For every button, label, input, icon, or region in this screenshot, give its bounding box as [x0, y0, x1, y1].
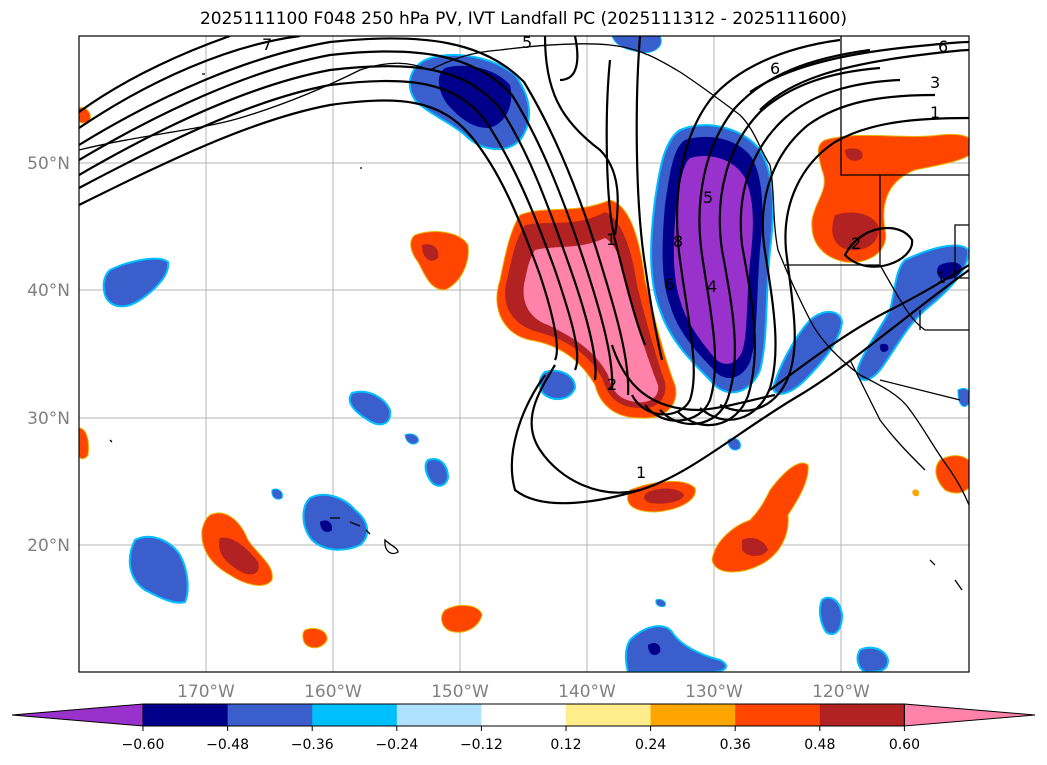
contour-label: 7 — [262, 35, 272, 54]
colorbar-cell — [819, 704, 905, 726]
contour-label: 1 — [936, 268, 946, 287]
contour-label: 3 — [930, 73, 940, 92]
colorbar-cell — [312, 704, 398, 726]
lat-label-50n: 50°N — [27, 154, 70, 174]
colorbar-cell — [143, 704, 229, 726]
colorbar-tick-label: 0.60 — [889, 737, 920, 753]
colorbar: −0.60 −0.48 −0.36 −0.24 −0.12 0.12 0.24 0.36 0.4… — [11, 703, 1036, 753]
contour-label: 2 — [851, 234, 861, 253]
map-border — [78, 35, 970, 673]
contour-label: 1 — [606, 230, 616, 249]
lon-label-120w: 120°W — [812, 682, 870, 702]
colorbar-tick-label: 0.24 — [635, 737, 666, 753]
lon-label-160w: 160°W — [304, 682, 362, 702]
lon-labels: 170°W 160°W 150°W 140°W 130°W 120°W — [177, 682, 870, 702]
colorbar-tick-label: 0.36 — [720, 737, 751, 753]
colorbar-tick-label: −0.60 — [122, 737, 165, 753]
contour-lines — [79, 36, 969, 505]
colorbar-cell — [735, 704, 821, 726]
contour-label: 6 — [770, 59, 780, 78]
colorbar-cell — [227, 704, 313, 726]
lat-labels: 20°N 30°N 40°N 50°N — [27, 154, 70, 556]
colorbar-outline — [142, 703, 905, 727]
colorbar-tick-label: −0.24 — [375, 737, 418, 753]
contour-label: 6 — [664, 275, 674, 294]
colorbar-tick-label: 0.48 — [804, 737, 835, 753]
colorbar-extend-max — [903, 703, 1036, 727]
colorbar-tick-label: −0.12 — [460, 737, 503, 753]
colorbar-tick-label: 0.12 — [550, 737, 581, 753]
lon-label-140w: 140°W — [558, 682, 616, 702]
coastlines — [79, 36, 969, 591]
map-title: 2025111100 F048 250 hPa PV, IVT Landfall… — [199, 9, 847, 29]
contour-labels: 7 5 6 6 3 1 5 8 1 6 4 2 2 1 1 — [262, 33, 948, 482]
contour-label: 1 — [930, 103, 940, 122]
lat-label-20n: 20°N — [27, 536, 70, 556]
colorbar-tick-label: −0.48 — [206, 737, 249, 753]
colorbar-cell — [396, 704, 482, 726]
lon-label-130w: 130°W — [685, 682, 743, 702]
contour-label: 5 — [703, 188, 713, 207]
colorbar-extend-min — [11, 703, 144, 727]
colorbar-cell — [566, 704, 652, 726]
lon-label-170w: 170°W — [177, 682, 235, 702]
contour-label: 8 — [673, 232, 683, 251]
contour-label: 2 — [607, 375, 617, 394]
contour-label: 5 — [522, 33, 532, 52]
lat-label-30n: 30°N — [27, 409, 70, 429]
colorbar-tick-label: −0.36 — [291, 737, 334, 753]
colorbar-cell — [650, 704, 736, 726]
contour-label: 1 — [636, 463, 646, 482]
contour-label: 4 — [707, 277, 717, 296]
colorbar-cell — [481, 704, 567, 726]
contour-label: 6 — [938, 37, 948, 56]
lat-label-40n: 40°N — [27, 281, 70, 301]
lon-label-150w: 150°W — [431, 682, 489, 702]
